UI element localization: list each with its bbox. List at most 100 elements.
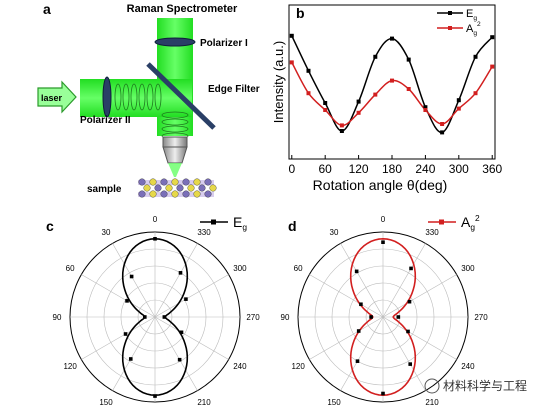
objective-top [162,136,188,148]
polar-data-point [184,297,188,301]
polar-grid-spoke [112,243,156,318]
polar-grid-spoke [340,243,384,318]
atom [198,184,206,192]
polar-grid-spoke [154,243,198,318]
objective-lens [162,146,188,164]
x-tick-label: 360 [482,162,502,176]
angle-label: 300 [461,264,475,273]
angle-label: 0 [381,215,386,224]
atom [165,184,173,192]
polar-data-point [125,299,129,303]
data-point [339,123,344,128]
polar-data-point [179,330,184,335]
polar-data-point [406,329,410,334]
legend-marker [211,219,216,225]
legend-marker [448,11,452,15]
panel-c-label: c [46,218,54,234]
legend-series-name: Ag2 [461,213,480,232]
polar-data-point [396,315,401,319]
data-point [306,68,311,73]
polar-data-point [178,271,183,275]
atom [193,178,201,186]
polar-data-point [143,315,147,319]
x-axis-label: Rotation angle θ(deg) [313,177,448,193]
data-point [473,91,478,96]
x-tick-label: 300 [449,162,469,176]
angle-label: 270 [474,313,488,322]
angle-label: 210 [425,398,439,407]
data-point [406,57,411,62]
sample-crystal [138,178,217,198]
polarizer-1-label: Polarizer I [200,38,248,49]
polarizer-2-label: Polarizer II [80,115,131,126]
legend-d: Ag2 [428,213,480,232]
atom [143,184,151,192]
data-point [423,108,428,112]
focus-cone [168,163,182,177]
polar-plot: 0306090120150180210240270300330 [53,215,261,407]
polar-data-point [409,266,413,271]
angle-label: 150 [99,398,113,407]
angle-label: 240 [233,362,247,371]
legend-marker [448,26,452,30]
data-point [456,106,461,111]
edge-filter-label: Edge Filter [208,84,260,95]
horizontal-wave [114,83,162,111]
polar-data-point [153,394,157,398]
polar-grid-spoke [154,316,229,360]
atom [176,184,184,192]
polar-data-point [381,391,385,396]
x-tick-label: 180 [382,162,402,176]
x-tick-label: 240 [415,162,435,176]
data-point [440,122,445,126]
atom [193,190,201,198]
angle-label: 300 [233,264,247,273]
atom [204,190,212,198]
polarizer-2 [102,76,112,118]
panel-a-setup-diagram: a Raman Spectrometer laser Polarizer I P… [37,1,260,198]
angle-label: 30 [330,228,339,237]
angle-label: 330 [197,228,211,237]
series-points-b [289,33,495,135]
x-tick-label: 60 [319,162,333,176]
data-point [423,105,428,110]
angle-label: 30 [102,228,111,237]
atom [138,178,146,186]
atom [160,178,168,186]
angle-label: 90 [281,313,290,322]
polar-grid-spoke [382,274,457,318]
polar-plot: 0306090120150180210240270300330 [281,215,489,407]
angle-label: 60 [294,264,303,273]
sample-label: sample [87,184,122,195]
angle-label: 0 [153,215,158,224]
polar-grid-spoke [309,316,384,360]
angle-label: 120 [63,362,77,371]
polar-data-point [369,315,373,319]
atom [204,178,212,186]
data-point [406,87,411,91]
data-point [390,36,394,41]
atom [187,184,195,192]
series-line [291,35,493,134]
angle-label: 270 [246,313,260,322]
polar-data-point [123,332,128,336]
data-point [373,54,378,59]
legend-series-name: Ag2 [466,21,481,37]
angle-label: 240 [461,362,475,371]
atom [171,190,179,198]
horizontal-beam [80,79,192,117]
polar-grid-spoke [81,274,156,318]
polar-data-point [128,357,133,361]
legend-marker [439,219,444,225]
polar-data-point [153,237,157,241]
angle-label: 150 [327,398,341,407]
series-lines-b [291,35,493,134]
data-point [323,108,328,112]
polar-data-point [407,299,412,304]
data-point [490,64,495,69]
data-point [440,130,445,135]
polar-data-point [408,362,412,366]
polar-grid-spoke [382,316,426,391]
